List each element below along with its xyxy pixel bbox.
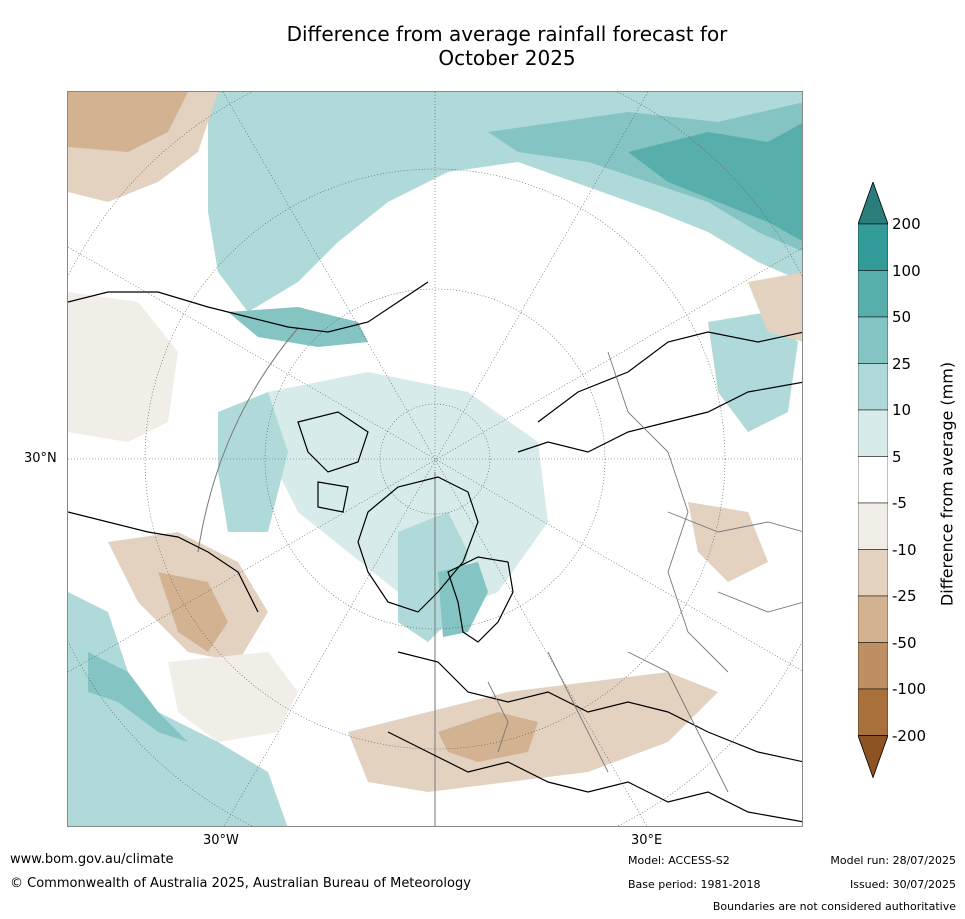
dry-region-northwest-core	[68, 92, 188, 152]
colorbar-block	[858, 409, 888, 457]
footer-url[interactable]: www.bom.gov.au/climate	[10, 852, 174, 867]
colorbar-tick-label: -50	[892, 633, 917, 652]
dry-region-central-asia	[688, 502, 768, 582]
colorbar-tick-label: 25	[892, 354, 912, 373]
greenland-outline	[357, 476, 479, 613]
footer-copyright: © Commonwealth of Australia 2025, Austra…	[10, 876, 471, 891]
colorbar-block	[858, 223, 888, 271]
colorbar-block	[858, 363, 888, 411]
scandinavia-outline	[447, 556, 514, 643]
title-line-1: Difference from average rainfall forecas…	[286, 22, 728, 46]
colorbar-block	[858, 642, 888, 690]
lon-label-30w: 30°W	[203, 833, 239, 848]
colorbar-tick-label: -10	[892, 540, 917, 559]
lon-label-30e: 30°E	[631, 833, 663, 848]
dry-region-siberia-east	[748, 272, 802, 342]
colorbar-tick-label: -100	[892, 680, 927, 698]
dry-anomaly-regions	[68, 92, 802, 792]
graticule	[68, 92, 802, 826]
colorbar-tick-label: 100	[892, 261, 921, 280]
wet-region-bering	[228, 307, 368, 347]
wet-region-canada	[218, 392, 288, 532]
colorbar-tick-label: -200	[892, 726, 927, 745]
wet-region-atlantic-west	[68, 592, 288, 826]
prime-meridian-lines	[197, 327, 436, 826]
canadian-archipelago	[297, 411, 369, 513]
footer-model-run: Model run: 28/07/2025	[830, 854, 956, 867]
country-borders	[487, 351, 802, 793]
footer-base-period: Base period: 1981-2018	[628, 878, 761, 891]
wet-region-north-pacific-peak	[628, 123, 802, 241]
map-title: Difference from average rainfall forecas…	[140, 22, 874, 70]
lat-label-30n: 30°N	[24, 451, 57, 466]
footer-model: Model: ACCESS-S2	[628, 854, 730, 867]
dry-region-north-america-core	[158, 572, 228, 652]
colorbar-block	[858, 456, 888, 504]
colorbar-tick-label: -25	[892, 587, 917, 605]
colorbar-block	[858, 595, 888, 643]
map-svg	[68, 92, 802, 826]
colorbar-extend-high	[858, 182, 888, 225]
wet-region-atlantic-west-core	[88, 652, 188, 742]
colorbar-axis-title: Difference from average (mm)	[937, 361, 957, 607]
footer-disclaimer: Boundaries are not considered authoritat…	[712, 900, 956, 913]
colorbar	[858, 182, 888, 779]
dry-region-pacific-light	[68, 292, 178, 442]
colorbar-block	[858, 316, 888, 364]
colorbar-extend-low	[858, 735, 888, 779]
north-america-west-coast	[68, 511, 259, 613]
colorbar-tick-label: 10	[892, 401, 912, 419]
colorbar-block	[858, 688, 888, 736]
colorbar-block	[858, 502, 888, 550]
siberian-coast	[537, 331, 802, 423]
forecast-map	[67, 91, 803, 827]
coastlines	[68, 281, 802, 823]
colorbar-blocks	[858, 182, 888, 779]
alaska-coast	[68, 281, 429, 333]
wet-region-arctic	[268, 372, 548, 612]
mediterranean-coast	[387, 731, 802, 823]
title-line-2: October 2025	[438, 46, 576, 70]
dry-region-south-west	[168, 652, 298, 742]
colorbar-block	[858, 270, 888, 318]
wet-region-siberia	[708, 312, 798, 432]
colorbar-tick-label: 200	[892, 215, 921, 233]
colorbar-tick-label: 5	[892, 447, 902, 466]
colorbar-tick-label: 50	[892, 308, 912, 326]
colorbar-tick-label: -5	[892, 494, 907, 512]
europe-coast	[397, 651, 802, 763]
colorbar-block	[858, 549, 888, 597]
russian-north-coast	[517, 381, 802, 453]
dry-region-mediterranean-core	[438, 712, 538, 762]
footer-issued: Issued: 30/07/2025	[849, 878, 956, 891]
